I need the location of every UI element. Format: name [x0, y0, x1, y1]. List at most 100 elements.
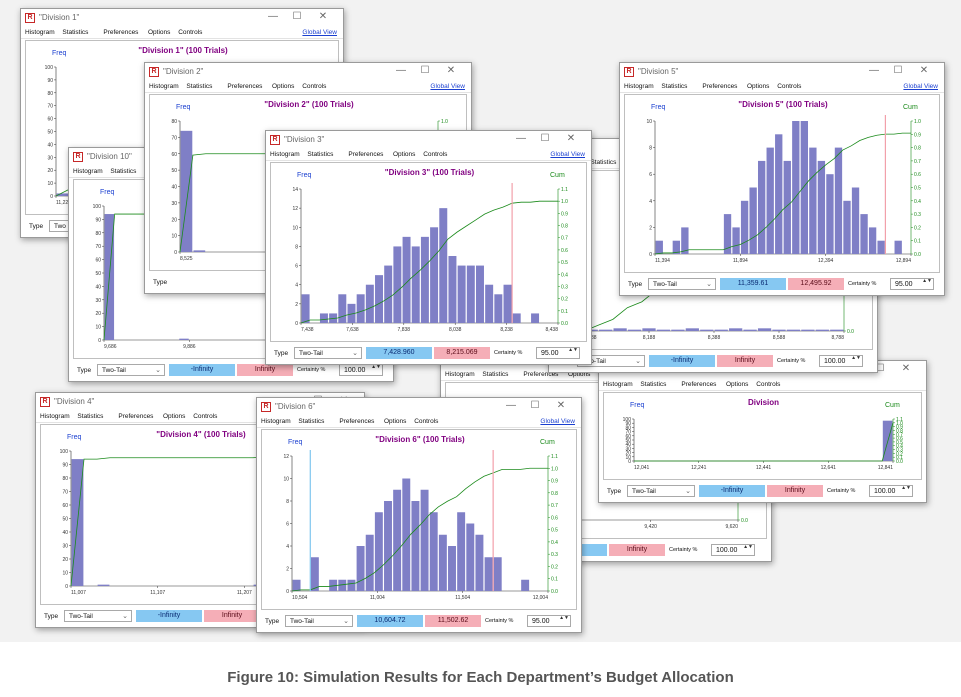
menu-statistics[interactable]: Statistics	[482, 371, 509, 378]
upper-bound-field[interactable]: Infinity	[767, 485, 823, 497]
title-bar[interactable]: R "Division 3" — ☐ ✕	[266, 131, 591, 149]
global-view-link[interactable]: Global View	[550, 151, 585, 158]
certainty-spinner[interactable]: 100.00 ▲▼	[869, 485, 913, 497]
lower-bound-field[interactable]: -Infinity	[699, 485, 765, 497]
maximize-icon[interactable]: ☐	[875, 363, 885, 374]
menu-options[interactable]: Options	[747, 83, 770, 90]
upper-bound-field[interactable]: 12,495.92	[788, 278, 844, 290]
global-view-link[interactable]: Global View	[430, 83, 465, 90]
lower-bound-field[interactable]: -Infinity	[136, 610, 202, 622]
close-icon[interactable]: ✕	[446, 65, 456, 76]
type-select[interactable]: Two-Tail ⌄	[627, 485, 695, 497]
global-view-link[interactable]: Global View	[903, 83, 938, 90]
type-select[interactable]: Two-Tail ⌄	[285, 615, 353, 627]
menu-histogram[interactable]: Histogram	[73, 168, 103, 175]
upper-bound-field[interactable]: Infinity	[237, 364, 293, 376]
lower-bound-field[interactable]: -Infinity	[649, 355, 715, 367]
upper-bound-field[interactable]: Infinity	[204, 610, 260, 622]
minimize-icon[interactable]: —	[396, 65, 406, 76]
upper-bound-field[interactable]: 8,215.069	[434, 347, 490, 359]
menu-preferences[interactable]: Preferences	[227, 83, 263, 90]
spinner-arrows-icon[interactable]: ▲▼	[851, 355, 861, 361]
certainty-spinner[interactable]: 100.00 ▲▼	[339, 364, 383, 376]
menu-options[interactable]: Options	[384, 418, 407, 425]
menu-histogram[interactable]: Histogram	[149, 83, 179, 90]
menu-options[interactable]: Options	[148, 29, 171, 36]
title-bar[interactable]: R "Division 6" — ☐ ✕	[257, 398, 581, 416]
window-division3[interactable]: R "Division 3" — ☐ ✕ Histogram Statistics Prefe…	[265, 130, 592, 365]
type-select[interactable]: Two-Tail ⌄	[648, 278, 716, 290]
menu-preferences[interactable]: Preferences	[681, 381, 717, 388]
menu-preferences[interactable]: Preferences	[103, 29, 139, 36]
type-select[interactable]: Two-Tail ⌄	[577, 355, 645, 367]
global-view-link[interactable]: Global View	[540, 418, 575, 425]
menu-preferences[interactable]: Preferences	[702, 83, 738, 90]
lower-bound-field[interactable]: 7,428.960	[366, 347, 432, 359]
lower-bound-field[interactable]: -Infinity	[169, 364, 235, 376]
certainty-spinner[interactable]: 100.00 ▲▼	[819, 355, 863, 367]
menu-preferences[interactable]: Preferences	[523, 371, 559, 378]
certainty-spinner[interactable]: 95.00 ▲▼	[890, 278, 934, 290]
menu-options[interactable]: Options	[272, 83, 295, 90]
menu-controls[interactable]: Controls	[193, 413, 218, 420]
menu-statistics[interactable]: Statistics	[298, 418, 325, 425]
menu-histogram[interactable]: Histogram	[445, 371, 475, 378]
menu-histogram[interactable]: Histogram	[40, 413, 70, 420]
menu-controls[interactable]: Controls	[302, 83, 327, 90]
upper-bound-field[interactable]: Infinity	[609, 544, 665, 556]
menu-statistics[interactable]: Statistics	[590, 159, 617, 166]
certainty-spinner[interactable]: 95.00 ▲▼	[527, 615, 571, 627]
close-icon[interactable]: ✕	[566, 133, 576, 144]
menu-options[interactable]: Options	[568, 371, 591, 378]
window-division5[interactable]: R "Division 5" — ☐ ✕ Histogram Statistics Prefe…	[619, 62, 945, 296]
window-division7[interactable]: —☐✕HistogramStatisticsPreferencesOptions…	[598, 360, 927, 503]
type-select[interactable]: Two-Tail ⌄	[294, 347, 362, 359]
minimize-icon[interactable]: —	[869, 65, 879, 76]
title-bar[interactable]: R "Division 2" — ☐ ✕	[145, 63, 471, 81]
spinner-arrows-icon[interactable]: ▲▼	[743, 544, 753, 550]
menu-options[interactable]: Options	[163, 413, 186, 420]
title-bar[interactable]: R "Division 5" — ☐ ✕	[620, 63, 944, 81]
menu-statistics[interactable]: Statistics	[77, 413, 104, 420]
maximize-icon[interactable]: ☐	[893, 65, 903, 76]
minimize-icon[interactable]: —	[506, 400, 516, 411]
lower-bound-field[interactable]: 10,604.72	[357, 615, 423, 627]
menu-options[interactable]: Options	[726, 381, 749, 388]
menu-statistics[interactable]: Statistics	[307, 151, 334, 158]
menu-histogram[interactable]: Histogram	[270, 151, 300, 158]
spinner-arrows-icon[interactable]: ▲▼	[568, 347, 578, 353]
close-icon[interactable]: ✕	[901, 363, 911, 374]
menu-histogram[interactable]: Histogram	[624, 83, 654, 90]
menu-options[interactable]: Options	[393, 151, 416, 158]
global-view-link[interactable]: Global View	[302, 29, 337, 36]
menu-statistics[interactable]: Statistics	[62, 29, 89, 36]
close-icon[interactable]: ✕	[318, 11, 328, 22]
menu-preferences[interactable]: Preferences	[348, 151, 384, 158]
menu-controls[interactable]: Controls	[777, 83, 802, 90]
maximize-icon[interactable]: ☐	[540, 133, 550, 144]
close-icon[interactable]: ✕	[919, 65, 929, 76]
menu-histogram[interactable]: Histogram	[25, 29, 55, 36]
spinner-arrows-icon[interactable]: ▲▼	[901, 485, 911, 491]
upper-bound-field[interactable]: Infinity	[717, 355, 773, 367]
minimize-icon[interactable]: —	[516, 133, 526, 144]
certainty-spinner[interactable]: 95.00 ▲▼	[536, 347, 580, 359]
minimize-icon[interactable]: —	[268, 11, 278, 22]
menu-controls[interactable]: Controls	[423, 151, 448, 158]
lower-bound-field[interactable]: 11,359.61	[720, 278, 786, 290]
menu-controls[interactable]: Controls	[756, 381, 781, 388]
menu-histogram[interactable]: Histogram	[603, 381, 633, 388]
menu-statistics[interactable]: Statistics	[110, 168, 137, 175]
window-division6[interactable]: R "Division 6" — ☐ ✕ Histogram Statistics Prefe…	[256, 397, 582, 633]
close-icon[interactable]: ✕	[556, 400, 566, 411]
menu-histogram[interactable]: Histogram	[261, 418, 291, 425]
title-bar[interactable]: R "Division 1" — ☐ ✕	[21, 9, 343, 27]
maximize-icon[interactable]: ☐	[420, 65, 430, 76]
spinner-arrows-icon[interactable]: ▲▼	[371, 364, 381, 370]
type-select[interactable]: Two-Tail ⌄	[97, 364, 165, 376]
spinner-arrows-icon[interactable]: ▲▼	[559, 615, 569, 621]
menu-statistics[interactable]: Statistics	[661, 83, 688, 90]
menu-preferences[interactable]: Preferences	[118, 413, 154, 420]
maximize-icon[interactable]: ☐	[530, 400, 540, 411]
spinner-arrows-icon[interactable]: ▲▼	[922, 278, 932, 284]
